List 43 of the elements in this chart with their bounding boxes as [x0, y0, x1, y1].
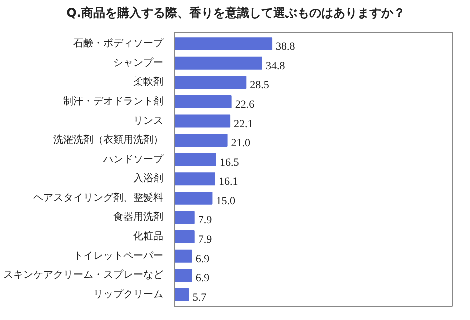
y-tick-label: 化粧品: [134, 230, 164, 243]
bar: [174, 114, 231, 128]
y-tick-label: 食器用洗剤: [114, 211, 164, 224]
y-tick-label: 柔軟剤: [134, 76, 164, 88]
data-label: 5.7: [192, 292, 208, 304]
data-label: 16.5: [220, 156, 240, 169]
bar: [174, 134, 228, 148]
bar: [174, 95, 232, 108]
bar: [174, 230, 195, 244]
data-label: 22.6: [235, 98, 256, 111]
y-tick-label: 石鹸・ボディソープ: [74, 38, 164, 50]
data-label: 22.1: [234, 118, 254, 130]
data-label: 21.0: [231, 138, 252, 150]
bar: [174, 269, 192, 282]
bar: [174, 172, 216, 186]
data-label: 38.8: [276, 41, 296, 54]
y-tick-label: 制汗・デオドラント剤: [64, 95, 164, 108]
bar: [174, 76, 247, 90]
y-tick-label: 洗濯洗剤（衣類用洗剤）: [54, 134, 164, 146]
bar: [174, 192, 213, 205]
chart-title: Q.商品を購入する際、香りを意識して選ぶものはありますか？: [66, 5, 406, 22]
y-tick-label: リップクリーム: [94, 288, 164, 300]
y-tick-label: シャンプー: [114, 56, 164, 69]
y-tick-label: ハンドソープ: [102, 153, 164, 166]
data-label: 6.9: [196, 253, 210, 266]
y-tick-label: リンス: [134, 116, 164, 127]
bar: [174, 250, 192, 263]
data-label: 6.9: [196, 272, 210, 285]
data-label: 15.0: [216, 195, 236, 208]
bar: [174, 56, 262, 70]
bar: [174, 38, 273, 51]
y-tick-label: スキンケアクリーム・スプレーなど: [4, 269, 164, 282]
y-tick-label: トイレットペーパー: [74, 250, 164, 262]
data-label: 7.9: [198, 214, 213, 227]
data-label: 7.9: [198, 234, 213, 246]
bar: [174, 153, 216, 166]
data-label: 28.5: [250, 80, 270, 92]
data-label: 16.1: [218, 176, 238, 188]
bar: [174, 211, 195, 224]
bar: [174, 288, 190, 302]
y-tick-label: 入浴剤: [134, 172, 164, 185]
data-label: 34.8: [266, 60, 286, 72]
y-tick-label: ヘアスタイリング剤、整髪料: [34, 192, 164, 204]
